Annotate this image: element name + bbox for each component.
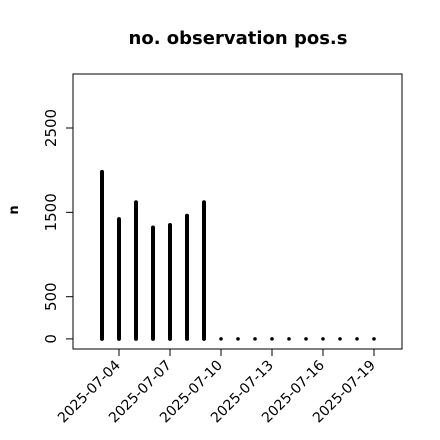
bar	[219, 337, 223, 341]
chart-title: no. observation pos.s	[129, 28, 348, 49]
bar	[287, 337, 291, 341]
bar	[338, 337, 342, 341]
bar	[321, 337, 325, 341]
bar	[253, 337, 257, 341]
bar	[236, 337, 240, 341]
bar	[304, 337, 308, 341]
y-tick-label: 500	[42, 282, 60, 311]
y-tick-label: 1500	[42, 193, 60, 231]
bar	[270, 337, 274, 341]
plot-frame	[72, 73, 403, 350]
y-tick-label: 0	[42, 334, 60, 344]
y-axis-label: n	[7, 205, 22, 214]
bar	[355, 337, 359, 341]
y-tick-label: 2500	[42, 109, 60, 147]
bars	[100, 169, 376, 341]
bar	[372, 337, 376, 341]
y-axis: 0 500 1500 2500	[42, 109, 73, 344]
x-axis: 2025-07-042025-07-072025-07-102025-07-13…	[55, 349, 379, 426]
